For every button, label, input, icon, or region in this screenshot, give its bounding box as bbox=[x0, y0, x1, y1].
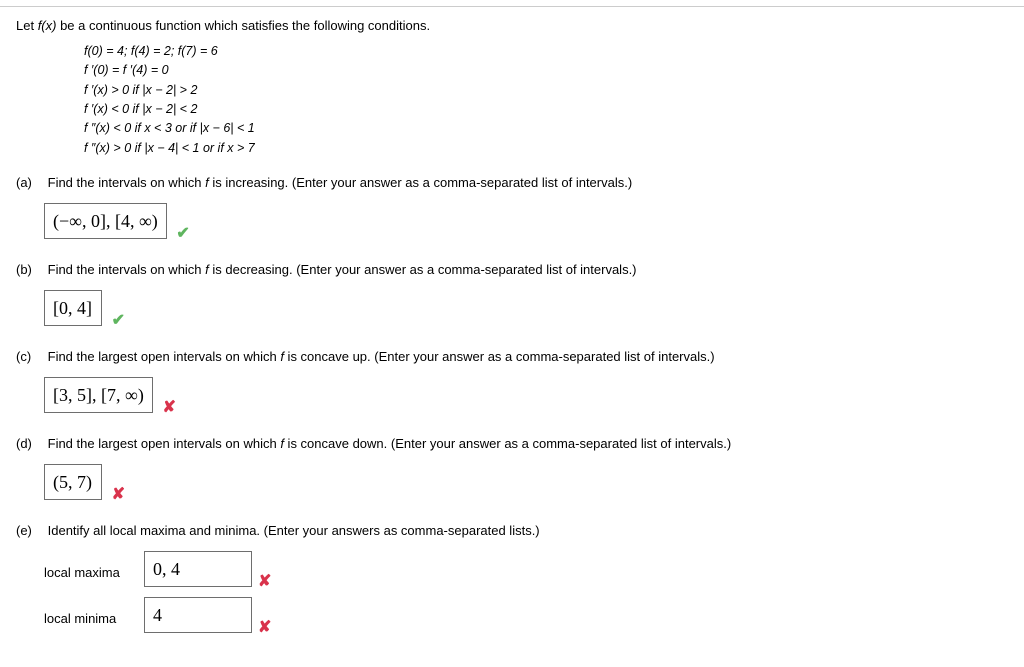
part-d: (d) Find the largest open intervals on w… bbox=[16, 435, 1008, 500]
given-l5: f ″(x) < 0 if x < 3 or if |x − 6| < 1 bbox=[84, 119, 1008, 138]
c-q-post: is concave up. (Enter your answer as a c… bbox=[284, 349, 715, 364]
part-d-label: (d) bbox=[16, 435, 44, 454]
d-q-pre: Find the largest open intervals on which bbox=[48, 436, 281, 451]
given-l4: f ′(x) < 0 if |x − 2| < 2 bbox=[84, 100, 1008, 119]
check-icon: ✔ bbox=[112, 309, 125, 332]
given-l3: f ′(x) > 0 if |x − 2| > 2 bbox=[84, 81, 1008, 100]
b-q-post: is decreasing. (Enter your answer as a c… bbox=[209, 262, 637, 277]
a-q-pre: Find the intervals on which bbox=[48, 175, 206, 190]
part-c-label: (c) bbox=[16, 348, 44, 367]
intro-line: Let f(x) be a continuous function which … bbox=[16, 17, 1008, 36]
given-l6: f ″(x) > 0 if |x − 4| < 1 or if x > 7 bbox=[84, 139, 1008, 158]
part-e-question: Identify all local maxima and minima. (E… bbox=[48, 522, 1006, 541]
part-b-label: (b) bbox=[16, 261, 44, 280]
cross-icon: ✘ bbox=[162, 396, 175, 419]
c-q-pre: Find the largest open intervals on which bbox=[48, 349, 281, 364]
cross-icon: ✘ bbox=[258, 616, 271, 639]
check-icon: ✔ bbox=[176, 222, 189, 245]
a-q-post: is increasing. (Enter your answer as a c… bbox=[209, 175, 632, 190]
intro-fx: f(x) bbox=[38, 18, 57, 33]
part-e: (e) Identify all local maxima and minima… bbox=[16, 522, 1008, 633]
b-q-pre: Find the intervals on which bbox=[48, 262, 206, 277]
intro-prefix: Let bbox=[16, 18, 38, 33]
local-maxima-label: local maxima bbox=[44, 564, 144, 587]
top-divider bbox=[0, 6, 1024, 7]
local-minima-answer[interactable]: 4 bbox=[144, 597, 252, 633]
part-c: (c) Find the largest open intervals on w… bbox=[16, 348, 1008, 413]
part-a-question: Find the intervals on which f is increas… bbox=[48, 174, 1006, 193]
part-b: (b) Find the intervals on which f is dec… bbox=[16, 261, 1008, 326]
part-c-answer[interactable]: [3, 5], [7, ∞) bbox=[44, 377, 153, 413]
cross-icon: ✘ bbox=[258, 570, 271, 593]
d-q-post: is concave down. (Enter your answer as a… bbox=[284, 436, 731, 451]
part-a: (a) Find the intervals on which f is inc… bbox=[16, 174, 1008, 239]
part-d-question: Find the largest open intervals on which… bbox=[48, 435, 1006, 454]
intro-suffix: be a continuous function which satisfies… bbox=[56, 18, 430, 33]
part-b-question: Find the intervals on which f is decreas… bbox=[48, 261, 1006, 280]
part-c-question: Find the largest open intervals on which… bbox=[48, 348, 1006, 367]
part-a-answer[interactable]: (−∞, 0], [4, ∞) bbox=[44, 203, 167, 239]
given-l2: f ′(0) = f ′(4) = 0 bbox=[84, 61, 1008, 80]
given-conditions: f(0) = 4; f(4) = 2; f(7) = 6 f ′(0) = f … bbox=[84, 42, 1008, 158]
cross-icon: ✘ bbox=[112, 483, 125, 506]
part-d-answer[interactable]: (5, 7) bbox=[44, 464, 102, 500]
local-minima-label: local minima bbox=[44, 610, 144, 633]
local-maxima-answer[interactable]: 0, 4 bbox=[144, 551, 252, 587]
part-b-answer[interactable]: [0, 4] bbox=[44, 290, 102, 326]
part-e-label: (e) bbox=[16, 522, 44, 541]
given-l1: f(0) = 4; f(4) = 2; f(7) = 6 bbox=[84, 42, 1008, 61]
part-a-label: (a) bbox=[16, 174, 44, 193]
